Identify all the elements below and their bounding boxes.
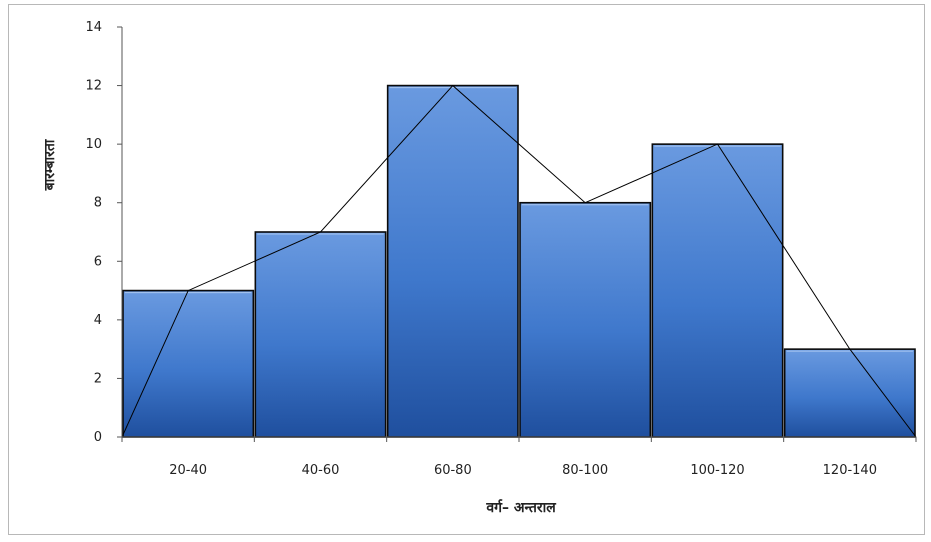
y-tick-label: 6: [94, 254, 102, 269]
y-tick-label: 0: [94, 430, 102, 445]
frequency-polygon-group: [121, 84, 917, 438]
bar-120-140: [783, 348, 916, 438]
x-tick-label: 60-80: [434, 463, 472, 478]
x-tick-label: 80-100: [562, 463, 608, 478]
y-tick-label: 10: [85, 137, 102, 152]
x-tick-label: 100-120: [690, 463, 744, 478]
x-tick-labels: 20-40 40-60 60-80 80-100 100-120 120-140: [169, 463, 877, 478]
x-tick-label: 40-60: [302, 463, 340, 478]
bar-100-120: [651, 143, 784, 438]
chart-frame: [8, 4, 925, 535]
x-axis-title: वर्ग– अन्तराल: [485, 499, 556, 516]
bars-group: [122, 84, 916, 438]
x-tick-label: 120-140: [823, 463, 877, 478]
y-tick-label: 8: [94, 196, 102, 211]
axes-group: [117, 26, 917, 442]
bar-20-40: [122, 289, 255, 438]
x-tick-label: 20-40: [169, 463, 207, 478]
y-tick-label: 4: [94, 313, 102, 328]
bar-40-60: [254, 231, 387, 438]
y-tick-label: 14: [85, 20, 102, 35]
bar-80-100: [519, 201, 652, 438]
y-tick-labels: 0 2 4 6 8 10 12 14: [85, 20, 102, 445]
y-tick-label: 12: [85, 79, 102, 94]
y-tick-label: 2: [94, 371, 102, 386]
frequency-polygon-line: [121, 84, 917, 438]
y-axis-title: बारम्बारता: [42, 138, 58, 191]
bar-60-80: [386, 84, 519, 438]
